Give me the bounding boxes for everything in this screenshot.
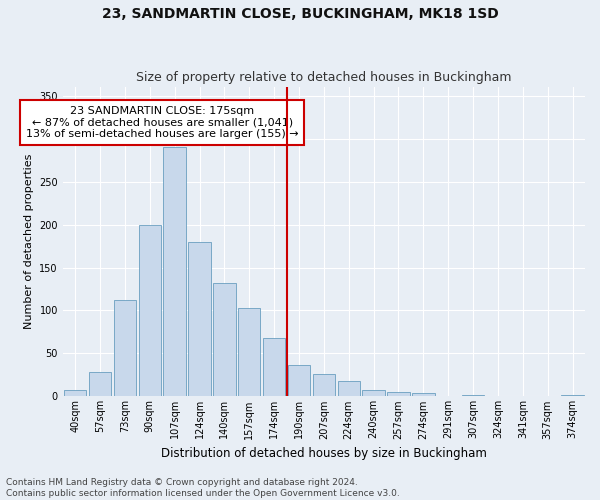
Bar: [362, 390, 385, 396]
X-axis label: Distribution of detached houses by size in Buckingham: Distribution of detached houses by size …: [161, 447, 487, 460]
Bar: [412, 393, 434, 396]
Bar: [263, 338, 286, 396]
Bar: [139, 224, 161, 396]
Text: Contains HM Land Registry data © Crown copyright and database right 2024.
Contai: Contains HM Land Registry data © Crown c…: [6, 478, 400, 498]
Bar: [213, 283, 236, 397]
Text: 23, SANDMARTIN CLOSE, BUCKINGHAM, MK18 1SD: 23, SANDMARTIN CLOSE, BUCKINGHAM, MK18 1…: [101, 8, 499, 22]
Bar: [562, 394, 584, 396]
Bar: [163, 147, 186, 396]
Bar: [462, 394, 484, 396]
Bar: [64, 390, 86, 396]
Bar: [238, 308, 260, 396]
Text: 23 SANDMARTIN CLOSE: 175sqm
← 87% of detached houses are smaller (1,041)
13% of : 23 SANDMARTIN CLOSE: 175sqm ← 87% of det…: [26, 106, 299, 139]
Title: Size of property relative to detached houses in Buckingham: Size of property relative to detached ho…: [136, 72, 512, 85]
Y-axis label: Number of detached properties: Number of detached properties: [23, 154, 34, 330]
Bar: [114, 300, 136, 396]
Bar: [338, 381, 360, 396]
Bar: [313, 374, 335, 396]
Bar: [288, 366, 310, 396]
Bar: [188, 242, 211, 396]
Bar: [89, 372, 111, 396]
Bar: [387, 392, 410, 396]
